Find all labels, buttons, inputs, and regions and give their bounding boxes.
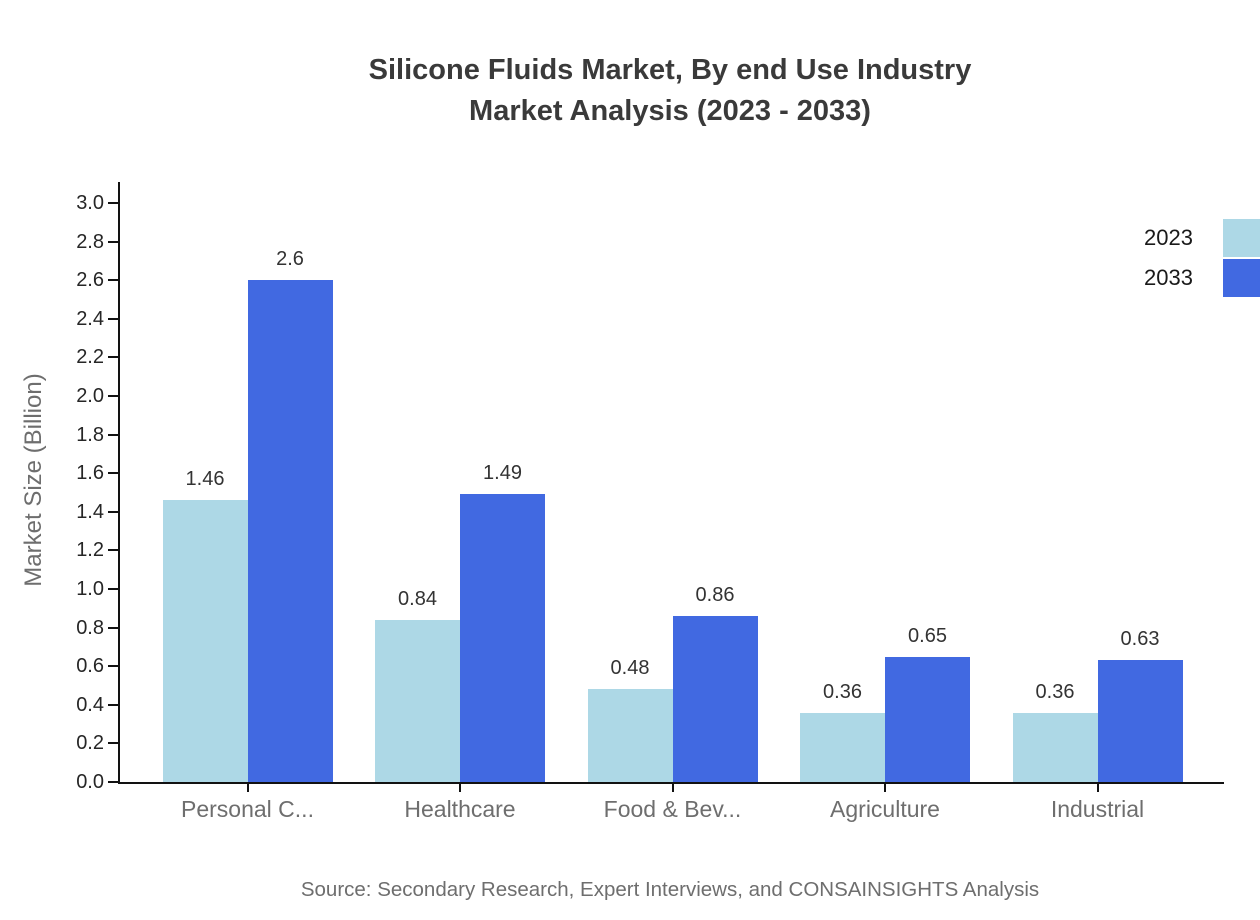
legend: 2023 2033	[1144, 218, 1260, 298]
y-axis-tick	[108, 472, 118, 475]
y-axis-tick	[108, 433, 118, 436]
y-axis-tick	[108, 549, 118, 552]
legend-label-2023: 2023	[1144, 225, 1193, 250]
x-axis-tick	[459, 782, 461, 792]
chart-title-line1: Silicone Fluids Market, By end Use Indus…	[368, 54, 972, 86]
bar-2023-healthcare	[375, 619, 460, 782]
x-axis-category-label-personal-c: Personal C...	[181, 796, 314, 822]
y-axis-tick	[108, 665, 118, 668]
x-axis-tick	[1096, 782, 1099, 792]
y-axis-tick-label: 2.8	[76, 230, 104, 253]
legend-row-2033: 2033	[1144, 258, 1260, 298]
chart-title-line2: Market Analysis (2023 - 2033)	[469, 95, 871, 127]
bar-value-label: 2.6	[276, 248, 304, 271]
y-axis-tick-label: 0.4	[76, 693, 104, 716]
bar-value-label: 1.46	[185, 468, 225, 491]
bar-value-label: 0.63	[1120, 628, 1160, 651]
plot-area: 0.0 0.2 0.4 0.6 0.8 1.0 1.2 1.4 1.6 1.8 2.0 2.2 2.4 2…	[76, 182, 1224, 822]
y-axis-tick	[108, 588, 118, 590]
bar-2033-healthcare	[460, 494, 545, 782]
x-axis-category-label-industrial: Industrial	[1050, 796, 1145, 822]
x-axis-tick	[884, 782, 886, 792]
x-axis-category-label-healthcare: Healthcare	[404, 796, 516, 822]
y-axis-tick-label: 0.0	[76, 771, 104, 793]
legend-label-2033: 2033	[1144, 265, 1193, 290]
bar-2023-agriculture	[800, 712, 885, 782]
y-axis-tick-label: 1.2	[76, 539, 104, 562]
y-axis-tick-label: 2.2	[76, 346, 104, 369]
y-axis-tick	[108, 742, 118, 745]
x-axis-tick	[246, 782, 249, 792]
legend-row-2023: 2023	[1144, 218, 1260, 258]
y-axis-tick-label: 1.6	[76, 462, 104, 485]
y-axis-tick-label: 2.4	[76, 307, 104, 330]
bar-value-label: 0.36	[1035, 680, 1075, 703]
y-axis-tick	[108, 510, 118, 513]
y-axis-tick-label: 2.0	[76, 385, 104, 407]
bar-value-label: 0.65	[908, 624, 947, 647]
y-axis-tick-label: 1.4	[76, 500, 104, 523]
bar-2033-food-bev	[672, 616, 758, 782]
bar-value-label: 0.36	[823, 680, 862, 703]
y-axis-tick	[108, 703, 118, 706]
y-axis-tick	[108, 240, 118, 243]
x-axis-category-label-agriculture: Agriculture	[830, 796, 940, 822]
legend-swatch-2033	[1223, 259, 1260, 297]
bar-2023-food-bev	[587, 689, 673, 782]
y-axis-tick	[108, 202, 118, 204]
x-axis-tick	[671, 782, 674, 792]
y-axis-tick-label: 1.8	[76, 423, 104, 446]
y-axis-tick-label: 1.0	[76, 578, 104, 600]
x-axis-category-label-food-bev: Food & Bev...	[603, 796, 742, 822]
bar-value-label: 0.84	[398, 587, 437, 610]
bar-2033-agriculture	[885, 656, 970, 782]
y-axis-tick	[108, 626, 118, 629]
y-axis-tick	[108, 317, 118, 320]
y-axis-tick	[108, 356, 118, 359]
y-axis-tick	[108, 781, 118, 783]
bar-value-label: 1.49	[483, 462, 522, 485]
y-axis-tick-label: 2.6	[76, 269, 104, 292]
y-axis-tick-label: 3.0	[76, 192, 104, 214]
bar-2033-personal-c	[247, 280, 333, 782]
y-axis-tick-label: 0.2	[76, 732, 104, 755]
y-axis-tick	[108, 279, 118, 282]
bar-2033-industrial	[1097, 660, 1183, 782]
bar-value-label: 0.86	[695, 584, 735, 607]
y-axis-tick	[108, 395, 118, 397]
bar-2023-industrial	[1012, 712, 1098, 782]
legend-swatch-2023	[1223, 219, 1260, 257]
bar-2023-personal-c	[162, 500, 248, 782]
y-axis-tick-label: 0.6	[76, 655, 104, 678]
y-axis-tick-label: 0.8	[76, 616, 104, 639]
chart-title: Silicone Fluids Market, By end Use Indus…	[118, 50, 1222, 132]
source-note: Source: Secondary Research, Expert Inter…	[300, 878, 1040, 901]
bar-value-label: 0.48	[610, 657, 650, 680]
